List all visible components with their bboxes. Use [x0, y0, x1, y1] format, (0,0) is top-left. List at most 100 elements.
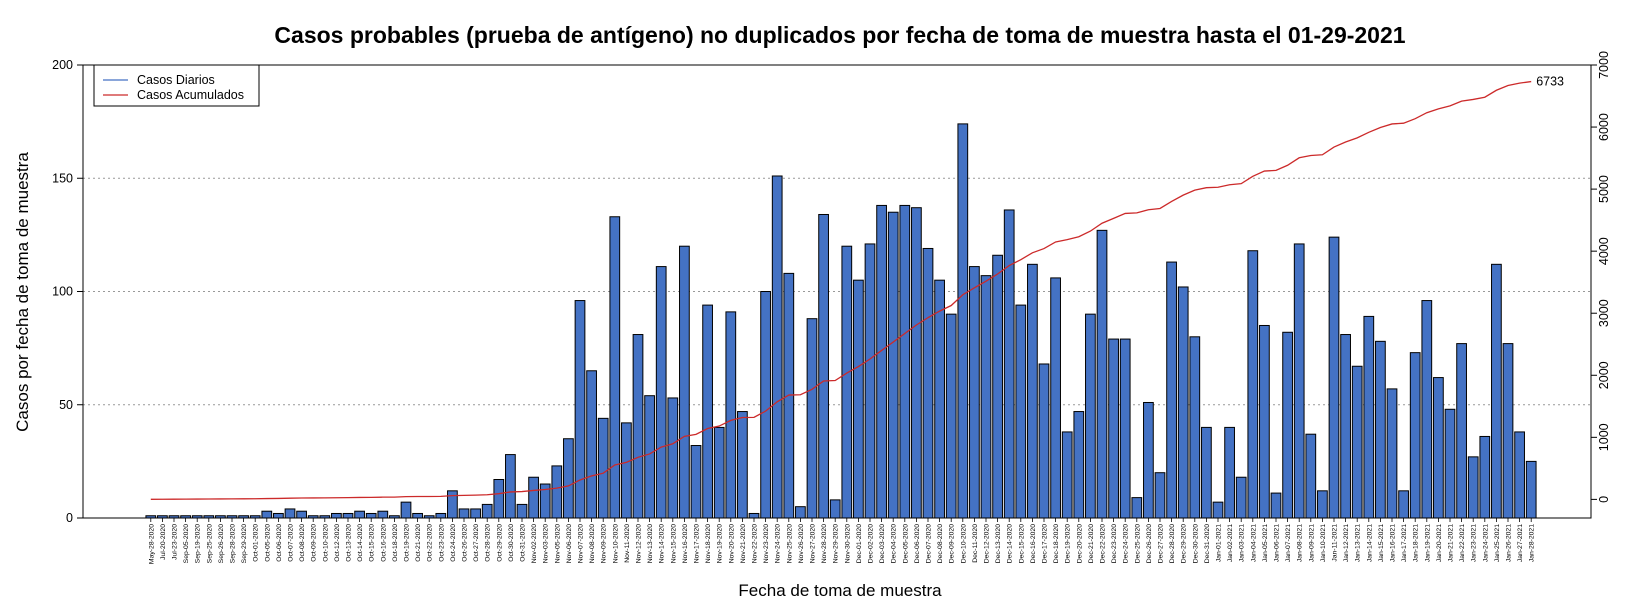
bar: [597, 417, 609, 519]
x-tick-label: Nov-25-2020: [786, 524, 793, 564]
x-tick-label: Dec-14-2020: [1007, 524, 1014, 564]
bar: [528, 476, 539, 519]
x-tick-label: Dec-15-2020: [1018, 524, 1025, 564]
bar: [423, 515, 435, 519]
x-tick-label: Oct-01-2020: [253, 524, 260, 562]
x-tick-label: Dec-29-2020: [1181, 524, 1188, 564]
y2-tick-label: 6000: [1597, 113, 1611, 141]
cumulative-line: [150, 80, 1532, 500]
bar: [655, 266, 667, 519]
x-tick-label: Nov-21-2020: [740, 524, 747, 564]
x-tick-label: Oct-28-2020: [485, 524, 492, 562]
x-tick-label: Jan-09-2021: [1308, 524, 1315, 562]
bar: [864, 243, 876, 519]
bar: [412, 512, 423, 519]
chart-title: Casos probables (prueba de antígeno) no …: [274, 22, 1405, 48]
bar: [1386, 388, 1398, 519]
bar: [609, 216, 621, 519]
bar: [667, 397, 679, 519]
bar: [1201, 426, 1212, 519]
y-tick-label: 100: [52, 285, 73, 299]
x-tick-label: Jan-20-2021: [1436, 524, 1443, 562]
bar: [748, 512, 760, 519]
bar: [725, 311, 737, 519]
x-tick-label: Nov-17-2020: [694, 524, 701, 564]
bar: [563, 438, 574, 519]
x-tick-label: Jan-08-2021: [1297, 524, 1304, 562]
bar: [1085, 313, 1096, 519]
bar: [342, 512, 354, 519]
bar: [969, 266, 980, 519]
y2-tick-label: 5000: [1597, 175, 1611, 203]
x-tick-label: Dec-19-2020: [1065, 524, 1072, 564]
y-axis-label: Casos por fecha de toma de muestra: [13, 152, 32, 432]
bar: [887, 211, 899, 519]
x-tick-label: Oct-10-2020: [322, 524, 329, 562]
x-tick-label: Nov-11-2020: [624, 524, 631, 563]
x-tick-label: Sep-05-2020: [183, 524, 190, 564]
bar: [215, 515, 226, 519]
bar: [795, 506, 806, 519]
x-tick-label: Jan-22-2021: [1459, 524, 1466, 562]
x-tick-label: Oct-26-2020: [462, 524, 469, 562]
x-tick-label: Oct-15-2020: [369, 524, 376, 562]
bar: [400, 501, 412, 519]
x-tick-label: Nov-15-2020: [670, 524, 677, 564]
x-tick-label: Oct-29-2020: [496, 524, 503, 562]
x-tick-label: Nov-20-2020: [728, 524, 735, 564]
bar: [1224, 426, 1235, 519]
x-tick-label: Dec-11-2020: [972, 524, 979, 563]
bar: [760, 291, 771, 519]
bar: [1514, 431, 1525, 519]
x-tick-label: Sep-26-2020: [218, 524, 225, 564]
x-tick-label: Oct-27-2020: [473, 524, 480, 562]
bar: [551, 465, 563, 519]
bar: [1015, 304, 1027, 519]
right-axis: 0 1000 2000 3000 4000 5000 6000 7000: [1591, 51, 1611, 503]
y-tick-label: 150: [52, 171, 73, 185]
x-tick-label: Jan-26-2021: [1506, 524, 1513, 562]
bar: [1282, 331, 1293, 519]
bar: [1444, 408, 1456, 519]
x-tick-label: Jan-05-2021: [1262, 524, 1269, 562]
x-tick-label: Oct-23-2020: [438, 524, 445, 562]
bar: [516, 503, 528, 519]
bar: [1293, 243, 1305, 519]
bar: [574, 300, 586, 519]
x-tick-label: Jan-06-2021: [1274, 524, 1281, 562]
bar: [1491, 263, 1502, 519]
bar: [1061, 431, 1073, 519]
x-tick-label: Dec-08-2020: [937, 524, 944, 564]
bar: [1108, 338, 1119, 519]
bar: [284, 508, 296, 519]
x-tick-label: Jul-23-2020: [172, 524, 179, 560]
x-tick-label: Dec-04-2020: [891, 524, 898, 564]
bar: [261, 510, 273, 519]
bar: [1351, 365, 1363, 519]
bar: [180, 515, 191, 519]
x-tick-label: Nov-12-2020: [636, 524, 643, 564]
bar: [145, 515, 157, 519]
x-tick-label: Jan-21-2021: [1448, 524, 1455, 562]
x-tick-label: May-28-2020: [148, 524, 155, 564]
x-tick-label: Jan-23-2021: [1471, 524, 1478, 562]
x-tick-label: Jan-13-2021: [1355, 524, 1362, 562]
x-tick-label: Sep-19-2020: [195, 524, 202, 564]
x-tick-label: Oct-06-2020: [276, 524, 283, 562]
bar: [737, 411, 748, 519]
x-tick-label: Nov-30-2020: [844, 524, 851, 564]
x-tick-label: Jan-24-2021: [1482, 524, 1489, 562]
x-axis-label: Fecha de toma de muestra: [738, 581, 942, 600]
x-tick-label: Oct-19-2020: [404, 524, 411, 562]
x-tick-label: Oct-21-2020: [415, 524, 422, 562]
x-tick-label: Oct-16-2020: [380, 524, 387, 562]
bar: [1131, 497, 1143, 519]
bar: [249, 515, 261, 519]
bar: [586, 370, 597, 519]
y2-tick-label: 7000: [1597, 51, 1611, 79]
bar: [911, 207, 922, 519]
bar: [1143, 401, 1154, 519]
x-tick-label: Dec-24-2020: [1123, 524, 1130, 564]
x-tick-label: Dec-18-2020: [1053, 524, 1060, 564]
bar: [1177, 286, 1189, 519]
